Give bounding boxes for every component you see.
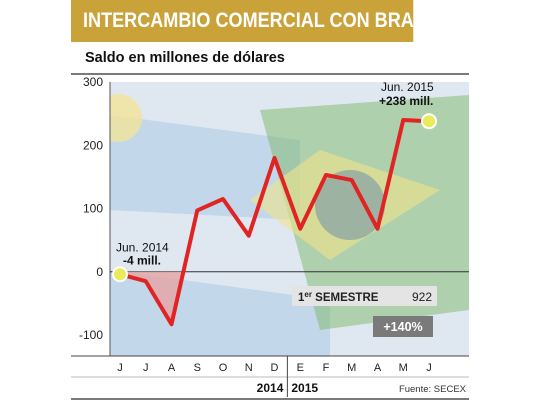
- x-tick-label: M: [399, 362, 408, 374]
- start-annotation-value: -4 mill.: [123, 253, 161, 267]
- year-label-2015: 2015: [291, 381, 318, 395]
- semester-summary-box: 1er SEMESTRE 922 +140%: [292, 286, 437, 337]
- x-tick-label: J: [117, 362, 123, 374]
- x-tick-label: E: [297, 362, 304, 374]
- x-tick-label: S: [194, 362, 201, 374]
- chart-title: INTERCAMBIO COMERCIAL CON BRASIL: [71, 0, 442, 42]
- x-tick-label: A: [374, 362, 382, 374]
- growth-badge: [373, 316, 433, 337]
- x-tick-label: F: [323, 362, 330, 374]
- y-tick-label: 0: [96, 265, 103, 279]
- semester-value: 922: [412, 290, 432, 304]
- balance-series-line: [118, 117, 431, 327]
- bottom-rule: [71, 398, 469, 400]
- end-point-marker: [421, 113, 437, 130]
- chart-subtitle: Saldo en millones de dólares: [85, 50, 285, 66]
- x-tick-label: D: [271, 362, 279, 374]
- semester-label-ordinal: er: [304, 290, 312, 299]
- growth-badge-text: +140%: [383, 320, 422, 334]
- semester-label: 1er SEMESTRE: [298, 290, 379, 304]
- top-rule: [71, 73, 469, 75]
- semester-label-text: SEMESTRE: [312, 292, 379, 304]
- x-tick-label: M: [347, 362, 356, 374]
- semester-label-number: 1: [298, 292, 305, 304]
- x-tick-label: J: [426, 362, 432, 374]
- y-tick-label: 300: [83, 75, 103, 89]
- start-annotation-date: Jun. 2014: [116, 240, 169, 254]
- negative-area: [120, 271, 184, 325]
- x-tick-label: N: [245, 362, 253, 374]
- y-tick-label: -100: [79, 328, 103, 342]
- end-annotation-date: Jun. 2015: [381, 80, 434, 94]
- y-tick-label: 200: [83, 138, 103, 152]
- end-annotation-value: +238 mill.: [379, 94, 433, 108]
- source-note: Fuente: SECEX: [399, 384, 467, 395]
- year-label-2014: 2014: [257, 381, 284, 395]
- y-tick-label: 100: [83, 202, 103, 216]
- x-tick-label: J: [143, 362, 149, 374]
- start-point-marker: [112, 266, 128, 283]
- x-tick-label: O: [219, 362, 228, 374]
- flag-background: [110, 82, 469, 356]
- x-tick-label: A: [168, 362, 176, 374]
